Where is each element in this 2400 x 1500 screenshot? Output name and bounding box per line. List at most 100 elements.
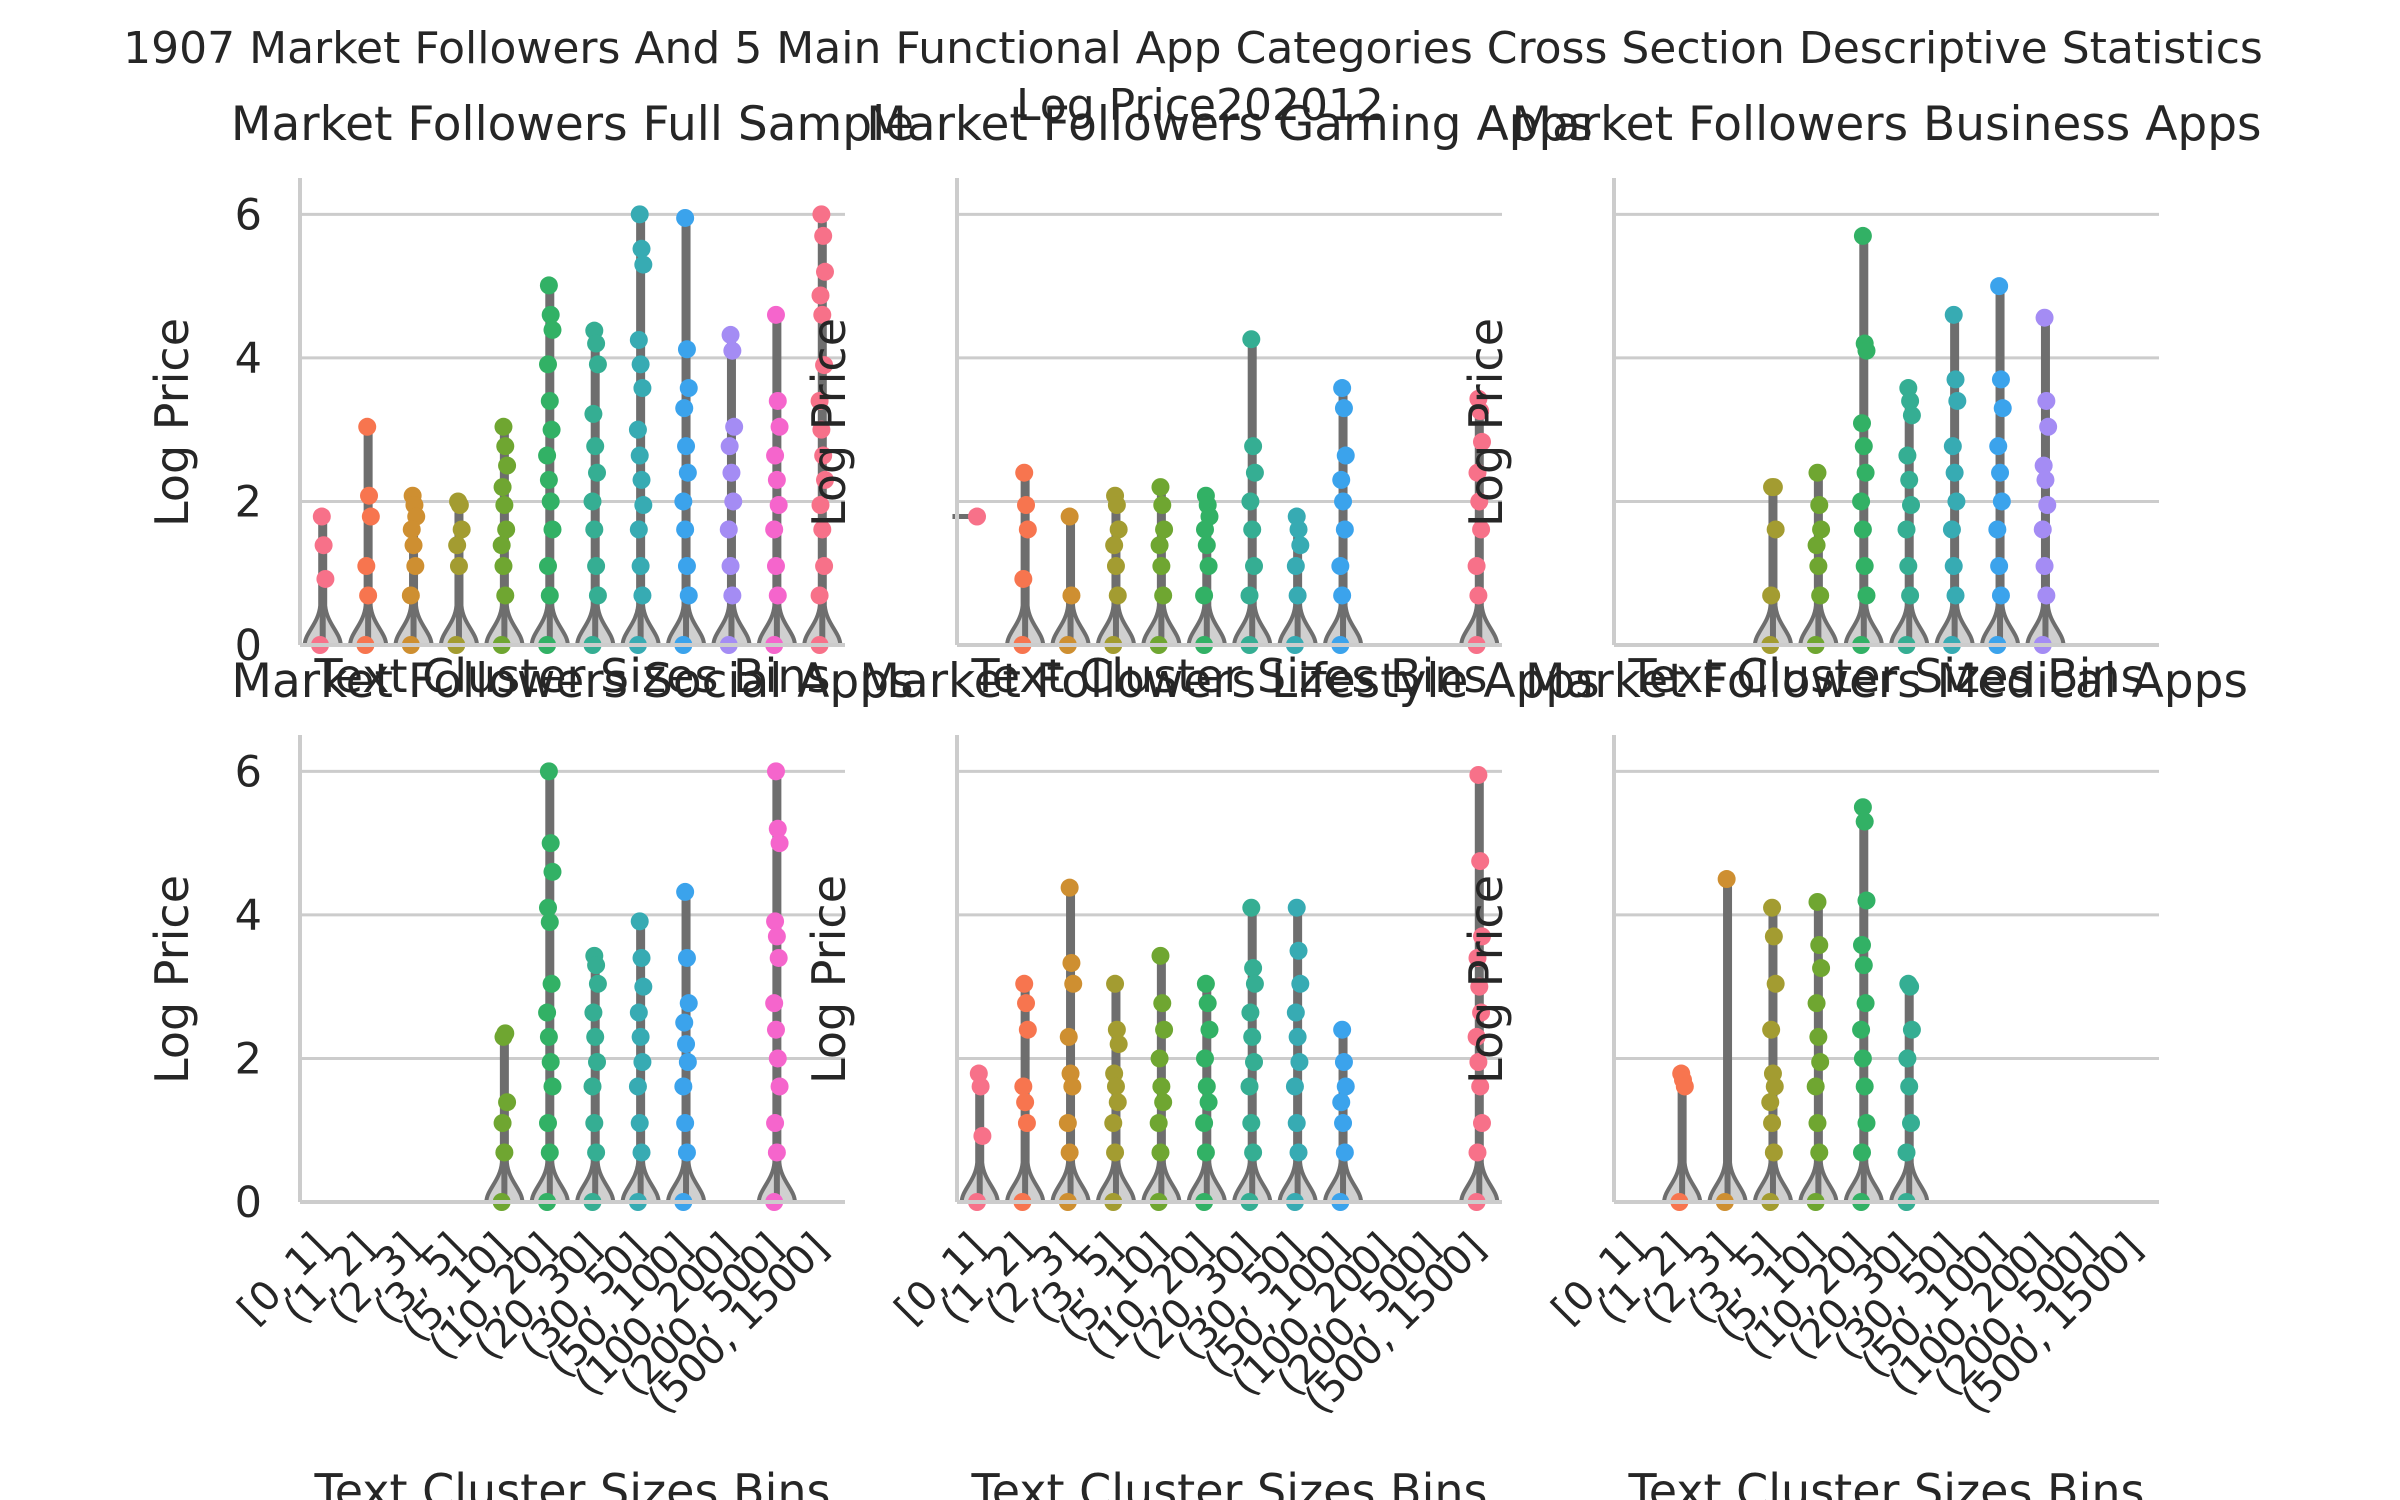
data-point	[1104, 1114, 1123, 1133]
data-point	[1241, 492, 1260, 511]
data-point	[1852, 1020, 1871, 1039]
data-point	[1199, 1093, 1218, 1112]
data-point	[1943, 437, 1962, 456]
data-point	[1245, 463, 1264, 482]
data-point	[1334, 1053, 1353, 1072]
data-point	[1155, 1020, 1174, 1039]
subplot-3: Log Price Text Cluster Sizes Bins Market F…	[1459, 97, 2262, 703]
data-point	[1244, 959, 1263, 978]
data-point	[494, 417, 513, 436]
data-point	[1064, 974, 1083, 993]
y-tick-label: 4	[235, 891, 262, 941]
data-point	[770, 417, 789, 436]
data-point	[765, 994, 784, 1013]
data-point	[449, 557, 468, 576]
figure-title-line-2: Log Price202012	[1016, 80, 1384, 131]
data-point	[587, 1143, 606, 1162]
x-axis-label: Text Cluster Sizes Bins	[970, 649, 1487, 703]
data-point	[1155, 520, 1174, 539]
data-point	[767, 1143, 786, 1162]
data-point	[1809, 557, 1828, 576]
data-point	[1991, 586, 2010, 605]
data-point	[629, 330, 648, 349]
data-point	[1902, 496, 1921, 515]
data-point	[543, 320, 562, 339]
data-point	[538, 1003, 557, 1022]
data-point	[766, 305, 785, 324]
data-point	[1333, 586, 1352, 605]
data-point	[1287, 1114, 1306, 1133]
data-point	[1857, 891, 1876, 910]
data-point	[973, 1126, 992, 1145]
data-point	[1152, 557, 1171, 576]
data-point	[540, 1143, 559, 1162]
data-point	[538, 557, 557, 576]
data-point	[588, 463, 607, 482]
data-point	[810, 391, 829, 410]
data-point	[1289, 1143, 1308, 1162]
data-point	[1765, 1077, 1784, 1096]
data-point	[404, 536, 423, 555]
data-point	[495, 496, 514, 515]
data-point	[543, 1077, 562, 1096]
data-point	[1291, 536, 1310, 555]
data-point	[1334, 492, 1353, 511]
data-point	[1107, 1020, 1126, 1039]
data-point	[767, 927, 786, 946]
data-point	[968, 507, 987, 526]
data-point	[813, 305, 832, 324]
data-point	[1242, 330, 1261, 349]
data-point	[1853, 226, 1872, 245]
data-point	[1472, 1003, 1491, 1022]
data-point	[401, 586, 420, 605]
data-point	[1808, 463, 1827, 482]
data-point	[1333, 1020, 1352, 1039]
data-point	[632, 239, 651, 258]
data-point	[632, 948, 651, 967]
data-point	[1899, 557, 1918, 576]
data-point	[720, 437, 739, 456]
data-point	[543, 520, 562, 539]
data-point	[1764, 478, 1783, 497]
data-point	[766, 1020, 785, 1039]
data-point	[1016, 1093, 1035, 1112]
data-point	[677, 340, 696, 359]
data-point	[1853, 520, 1872, 539]
data-point	[721, 325, 740, 344]
data-point	[1106, 974, 1125, 993]
data-point	[814, 226, 833, 245]
data-point	[1018, 520, 1037, 539]
data-point	[1808, 1114, 1827, 1133]
data-point	[1336, 446, 1355, 465]
data-point	[1150, 536, 1169, 555]
data-point	[402, 520, 421, 539]
data-point	[1991, 463, 2010, 482]
subplot-title: Market Followers Social Apps	[231, 654, 913, 709]
data-point	[588, 355, 607, 374]
data-point	[312, 507, 331, 526]
data-point	[1900, 1077, 1919, 1096]
data-point	[1675, 1077, 1694, 1096]
data-point	[1854, 437, 1873, 456]
data-point	[1902, 406, 1921, 425]
data-point	[633, 379, 652, 398]
y-axis-label: Log Price	[1459, 875, 1513, 1084]
data-point	[538, 355, 557, 374]
data-point	[316, 569, 335, 588]
data-point	[766, 912, 785, 931]
data-point	[1195, 1049, 1214, 1068]
data-point	[1151, 946, 1170, 965]
data-point	[1288, 586, 1307, 605]
data-point	[628, 1077, 647, 1096]
data-point	[1944, 557, 1963, 576]
data-point	[723, 341, 742, 360]
data-point	[632, 470, 651, 489]
data-point	[765, 520, 784, 539]
data-point	[1854, 956, 1873, 975]
data-point	[1196, 1143, 1215, 1162]
data-point	[1242, 898, 1261, 917]
data-point	[588, 1053, 607, 1072]
y-tick-label: 0	[235, 621, 262, 671]
data-point	[1198, 994, 1217, 1013]
data-point	[724, 492, 743, 511]
